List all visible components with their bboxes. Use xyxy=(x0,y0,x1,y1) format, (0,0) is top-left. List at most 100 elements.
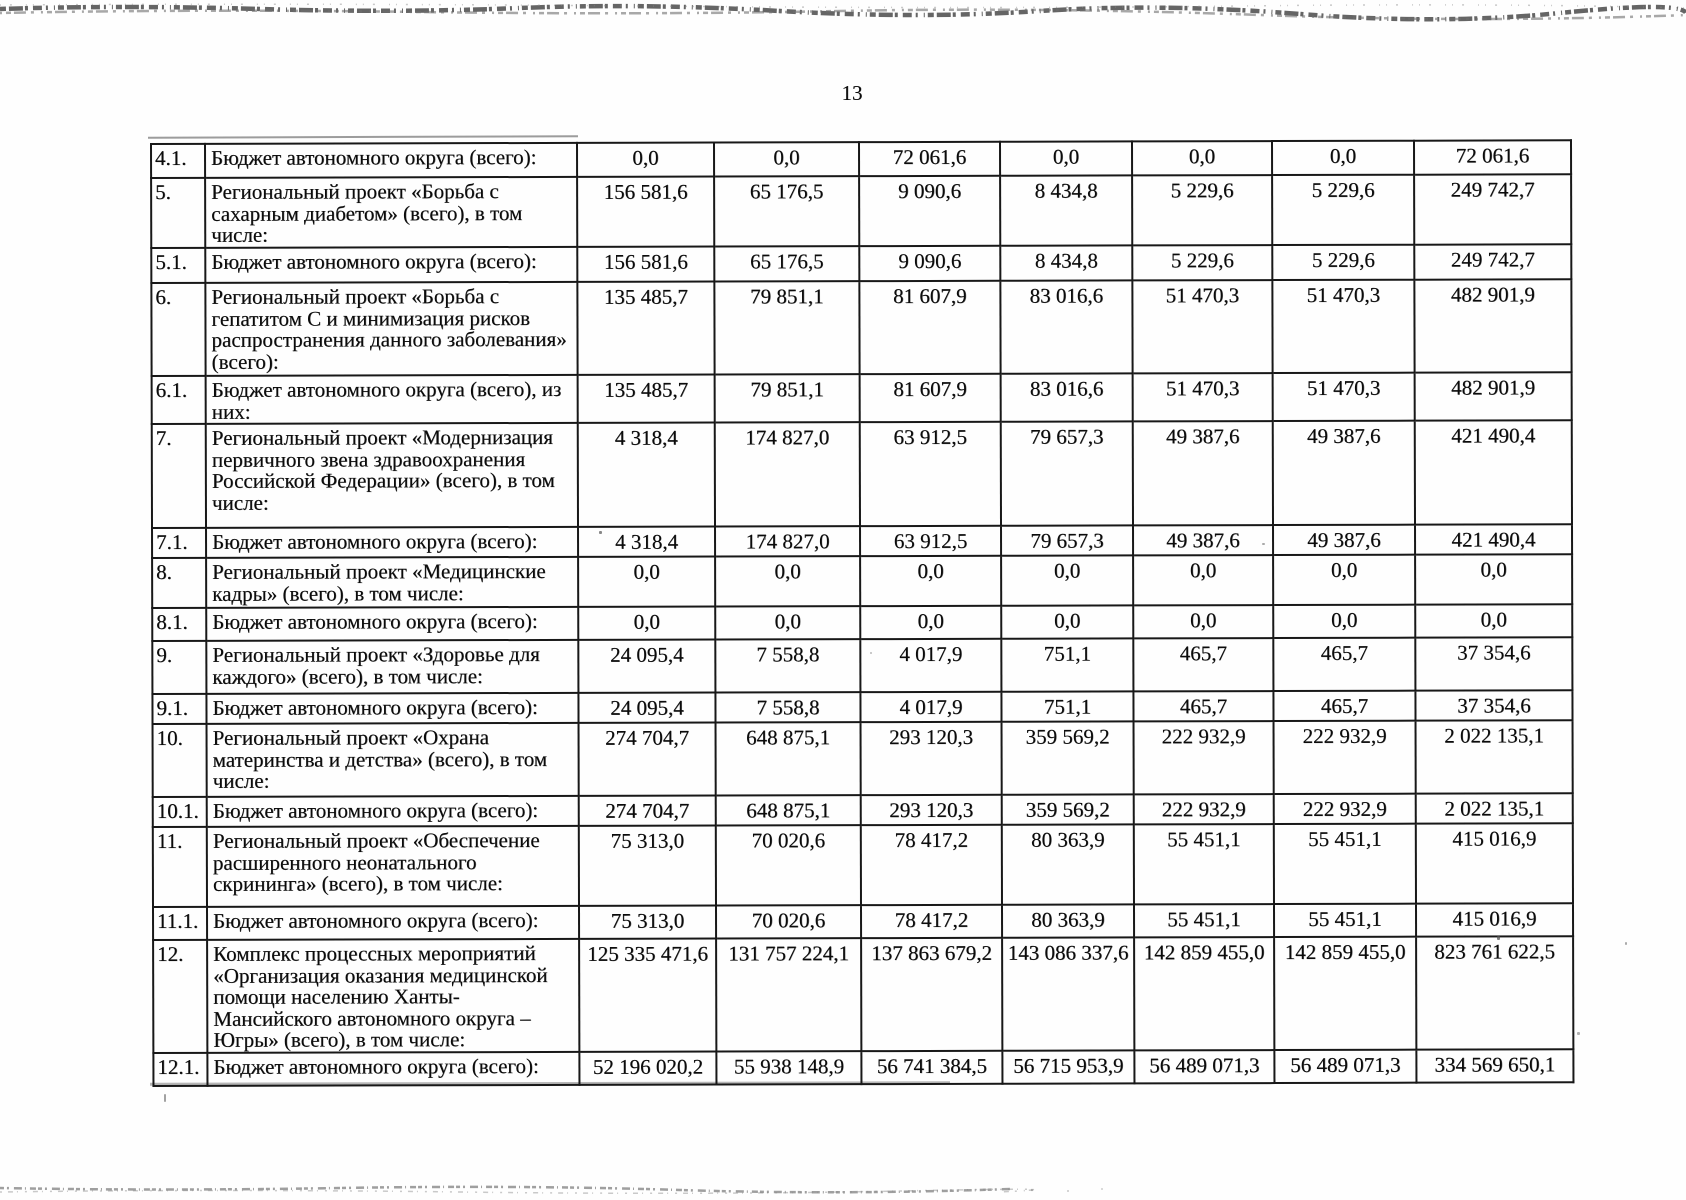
project-label-cell: Бюджет автономного округа (всего): xyxy=(206,606,579,641)
value-cell: 482 901,9 xyxy=(1414,372,1572,421)
table-row: 10.1. Бюджет автономного округа (всего): 2… xyxy=(152,793,1573,827)
value-cell: 0,0 xyxy=(1001,605,1134,639)
value-cell: 648 875,1 xyxy=(715,722,861,796)
value-cell: 51 470,3 xyxy=(1132,280,1273,374)
project-label-cell: Региональный проект «Модернизация первич… xyxy=(205,422,579,528)
value-cell: 359 569,2 xyxy=(1001,794,1134,825)
value-cell: 79 657,3 xyxy=(1000,421,1134,526)
value-cell: 142 859 455,0 xyxy=(1134,937,1275,1050)
value-cell: 0,0 xyxy=(1271,140,1415,176)
row-number-cell: 5. xyxy=(151,177,206,248)
value-cell: 72 061,6 xyxy=(859,141,1001,177)
value-cell: 37 354,6 xyxy=(1415,637,1573,691)
row-number-cell: 4.1. xyxy=(151,143,206,178)
value-cell: 5 229,6 xyxy=(1272,244,1415,281)
value-cell: 222 932,9 xyxy=(1133,794,1274,825)
row-number-cell: 10.1. xyxy=(152,796,207,827)
value-cell: 80 363,9 xyxy=(1001,824,1134,905)
value-cell: 83 016,6 xyxy=(1000,373,1133,422)
value-cell: 0,0 xyxy=(1415,554,1573,605)
value-cell: 359 569,2 xyxy=(1001,721,1134,795)
table-row: 9. Региональный проект «Здоровье для кажд… xyxy=(152,637,1573,694)
row-number-cell: 7.1. xyxy=(152,527,207,558)
scan-speck xyxy=(1497,936,1500,940)
project-label-cell: Региональный проект «Здоровье для каждог… xyxy=(206,639,579,694)
project-label-cell: Бюджет автономного округа (всего): xyxy=(206,905,580,940)
value-cell: 421 490,4 xyxy=(1414,420,1573,525)
value-cell: 5 229,6 xyxy=(1132,245,1273,281)
scan-speck xyxy=(1625,942,1627,945)
value-cell: 0,0 xyxy=(860,555,1002,607)
value-cell: 79 851,1 xyxy=(714,281,860,375)
value-cell: 56 489 071,3 xyxy=(1134,1049,1275,1083)
project-label-cell: Бюджет автономного округа (всего): xyxy=(206,526,579,558)
value-cell: 0,0 xyxy=(577,142,715,177)
value-cell: 78 417,2 xyxy=(860,824,1002,906)
value-cell: 293 120,3 xyxy=(860,721,1002,796)
scan-speck xyxy=(1262,543,1265,545)
value-cell: 4 017,9 xyxy=(860,691,1002,723)
scan-speck xyxy=(599,531,602,534)
value-cell: 135 485,7 xyxy=(577,281,715,375)
value-cell: 0,0 xyxy=(860,605,1002,640)
table-row: 11. Региональный проект «Обеспечение расш… xyxy=(152,823,1573,907)
table-row: 8.1. Бюджет автономного округа (всего): 0,… xyxy=(152,604,1573,641)
table-row: 11.1. Бюджет автономного округа (всего): 7… xyxy=(153,903,1574,940)
value-cell: 222 932,9 xyxy=(1273,793,1416,825)
project-label-cell: Комплекс процессных мероприятий «Организ… xyxy=(207,938,580,1053)
value-cell: 79 657,3 xyxy=(1001,525,1134,556)
value-cell: 72 061,6 xyxy=(1413,140,1572,175)
value-cell: 2 022 135,1 xyxy=(1415,720,1573,794)
value-cell: 142 859 455,0 xyxy=(1274,936,1417,1050)
value-cell: 823 761 622,5 xyxy=(1416,936,1574,1050)
value-cell: 55 938 148,9 xyxy=(716,1050,862,1085)
value-cell: 482 901,9 xyxy=(1414,279,1572,373)
value-cell: 7 558,8 xyxy=(715,692,861,723)
project-label-cell: Региональный проект «Борьба с сахарным д… xyxy=(205,176,578,248)
table-row: 5. Региональный проект «Борьба с сахарным… xyxy=(151,174,1572,248)
value-cell: 125 335 471,6 xyxy=(579,938,717,1052)
value-cell: 0,0 xyxy=(578,606,716,640)
row-number-cell: 12.1. xyxy=(153,1052,208,1086)
value-cell: 5 229,6 xyxy=(1272,174,1415,246)
value-cell: 75 313,0 xyxy=(578,905,717,939)
value-cell: 55 451,1 xyxy=(1273,823,1416,905)
value-cell: 465,7 xyxy=(1273,637,1416,692)
table-row: 5.1. Бюджет автономного округа (всего): 15… xyxy=(151,244,1572,283)
value-cell: 421 490,4 xyxy=(1415,524,1573,555)
row-number-cell: 7. xyxy=(151,423,207,528)
table-row: 10. Региональный проект «Охрана материнст… xyxy=(152,720,1573,797)
row-number-cell: 10. xyxy=(152,723,207,797)
table-row: 6.1. Бюджет автономного округа (всего), и… xyxy=(151,372,1572,424)
value-cell: 56 715 953,9 xyxy=(1002,1049,1135,1084)
project-label-cell: Региональный проект «Медицинские кадры» … xyxy=(206,556,579,608)
value-cell: 0,0 xyxy=(715,606,861,640)
value-cell: 4 318,4 xyxy=(577,422,716,527)
value-cell: 51 470,3 xyxy=(1272,279,1415,374)
value-cell: 137 863 679,2 xyxy=(861,937,1003,1051)
value-cell: 80 363,9 xyxy=(1001,904,1135,938)
value-cell: 334 569 650,1 xyxy=(1416,1048,1574,1083)
project-label-cell: Бюджет автономного округа (всего): xyxy=(206,692,579,724)
value-cell: 63 912,5 xyxy=(859,421,1002,527)
row-number-cell: 12. xyxy=(153,939,208,1053)
value-cell: 24 095,4 xyxy=(578,639,716,693)
value-cell: 52 196 020,2 xyxy=(579,1051,717,1085)
value-cell: 55 451,1 xyxy=(1133,904,1275,938)
value-cell: 0,0 xyxy=(714,142,860,177)
row-number-cell: 9.1. xyxy=(152,693,207,724)
value-cell: 465,7 xyxy=(1133,638,1274,692)
value-cell: 415 016,9 xyxy=(1415,823,1573,904)
project-label-cell: Региональный проект «Охрана материнства … xyxy=(206,722,579,797)
value-cell: 274 704,7 xyxy=(578,722,716,796)
row-number-cell: 8.1. xyxy=(152,607,207,641)
value-cell: 51 470,3 xyxy=(1272,372,1415,422)
value-cell: 174 827,0 xyxy=(714,422,861,527)
value-cell: 143 086 337,6 xyxy=(1002,937,1135,1051)
row-number-cell: 11.1. xyxy=(153,906,208,940)
value-cell: 49 387,6 xyxy=(1272,420,1416,526)
value-cell: 4 017,9 xyxy=(860,638,1002,693)
value-cell: 222 932,9 xyxy=(1133,721,1274,795)
value-cell: 51 470,3 xyxy=(1132,373,1273,422)
budget-table: 4.1. Бюджет автономного округа (всего): 0,… xyxy=(150,139,1574,1086)
